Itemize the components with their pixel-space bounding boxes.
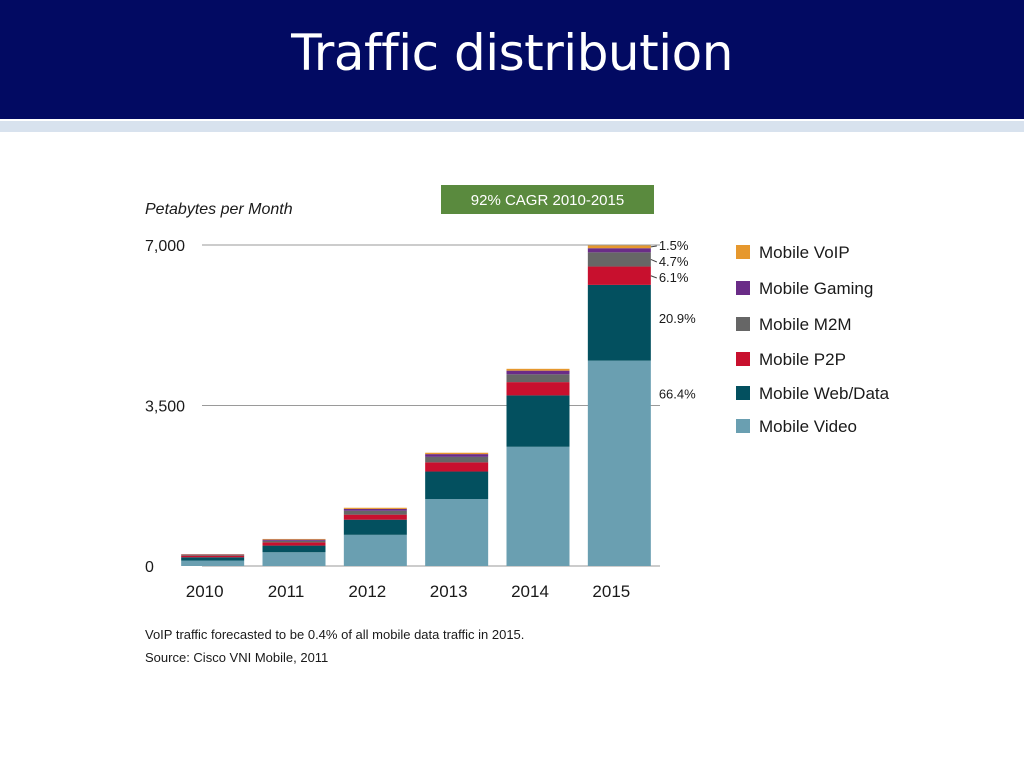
x-tick-label: 2011 [268,582,305,601]
cagr-banner-text: 92% CAGR 2010-2015 [471,192,624,209]
bar-segment [343,519,407,535]
bar-segment [181,554,245,556]
bar-segment [506,395,570,447]
bar-segment [587,284,651,361]
bar-segment [262,552,326,566]
bar-segment [181,557,245,561]
percent-label: 66.4% [659,387,696,402]
legend-label: Mobile Gaming [759,279,873,298]
bar-segment [343,514,407,520]
bar-segment [587,245,651,249]
title-bar: Traffic distribution [0,0,1024,119]
bar-segment [343,507,407,509]
legend-swatch [736,419,750,433]
bar-segment [262,542,326,546]
legend-swatch [736,352,750,366]
footnote: VoIP traffic forecasted to be 0.4% of al… [145,627,524,642]
percent-leader-line [650,275,658,279]
bar-segment [181,560,245,566]
bar-segment [425,462,489,472]
bar-segment [262,545,326,553]
legend: Mobile VoIP Mobile Gaming Mobile M2M Mobile… [736,243,890,436]
legend-label: Mobile M2M [759,315,852,334]
bar-segment [425,499,489,566]
x-tick-label: 2012 [348,582,386,601]
bar-segment [587,266,651,285]
percent-labels-2015: 1.5%4.7%6.1% 20.9% 66.4% [650,238,696,402]
bar-segment [343,508,407,511]
bar-segment [587,252,651,267]
bar-segment [343,534,407,566]
x-tick-label: 2013 [430,582,468,601]
legend-swatch [736,317,750,331]
cagr-banner: 92% CAGR 2010-2015 [441,185,654,214]
percent-label: 20.9% [659,311,696,326]
y-tick-label: 0 [145,559,154,576]
footnote: Source: Cisco VNI Mobile, 2011 [145,650,328,665]
bar-segment [506,370,570,375]
percent-label: 1.5% [659,238,689,253]
bar-segment [425,454,489,457]
bar-segment [506,374,570,383]
bar-segment [587,248,651,253]
cagr-banner-box [441,185,654,214]
bar-segment [262,539,326,541]
axes: Petabytes per Month 7,000 3,500 0 2010 2011 2… [145,201,630,601]
percent-label: 4.7% [659,254,689,269]
bar-segment [506,382,570,396]
bar-segment [425,452,489,455]
x-tick-label: 2010 [186,582,224,601]
legend-swatch [736,386,750,400]
y-tick-label: 3,500 [145,399,185,416]
bar-segment [262,540,326,543]
footnotes: VoIP traffic forecasted to be 0.4% of al… [145,627,524,665]
bar-segment [181,555,245,558]
percent-label: 6.1% [659,270,689,285]
legend-label: Mobile P2P [759,350,846,369]
y-tick-label: 7,000 [145,238,185,255]
legend-swatch [736,281,750,295]
y-axis-title: Petabytes per Month [145,201,293,218]
x-tick-label: 2015 [592,582,630,601]
slide-title: Traffic distribution [291,24,733,82]
bar-segment [587,360,651,566]
bar-segment [506,368,570,371]
legend-label: Mobile Video [759,417,857,436]
bar-segment [506,446,570,566]
bar-segment [425,471,489,500]
legend-label: Mobile Web/Data [759,384,890,403]
x-tick-label: 2014 [511,582,549,601]
stacked-bars [181,245,651,566]
legend-swatch [736,245,750,259]
bar-segment [343,510,407,515]
legend-label: Mobile VoIP [759,243,850,262]
bar-segment [425,456,489,463]
bar-segment [262,538,326,540]
percent-leader-line [650,258,658,263]
title-divider [0,121,1024,132]
percent-leader-line [650,245,657,248]
